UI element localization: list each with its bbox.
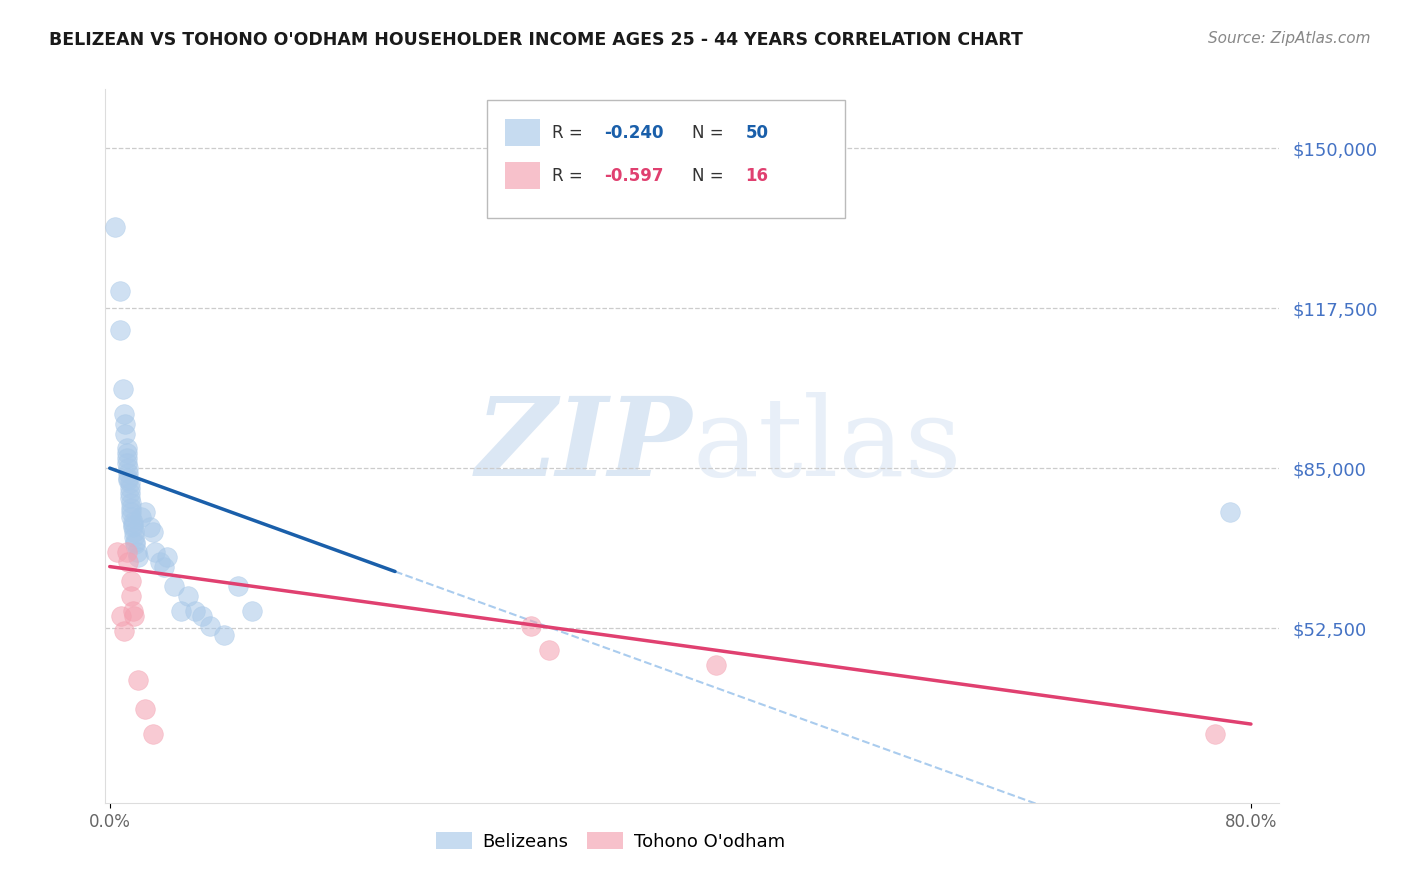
Bar [505, 120, 540, 146]
Point [129, 510, 152, 524]
Point [141, 525, 163, 540]
Point [114, 426, 136, 441]
Text: 50: 50 [745, 124, 768, 142]
Legend: Belizeans, Tohono O'odham: Belizeans, Tohono O'odham [429, 825, 792, 858]
Point [121, 604, 143, 618]
Point [1204, 727, 1226, 741]
Text: N =: N = [692, 124, 730, 142]
Point [117, 466, 139, 480]
Point [104, 219, 127, 234]
Point [177, 589, 200, 603]
Point [115, 451, 138, 466]
Point [153, 559, 176, 574]
Point [184, 604, 207, 618]
Point [191, 608, 214, 623]
Text: -0.240: -0.240 [605, 124, 664, 142]
Point [198, 618, 221, 632]
Point [108, 323, 131, 337]
Point [170, 604, 193, 618]
Point [127, 549, 149, 564]
Text: Source: ZipAtlas.com: Source: ZipAtlas.com [1208, 31, 1371, 46]
Point [121, 520, 143, 534]
Point [127, 673, 149, 687]
Point [704, 658, 727, 673]
Point [120, 574, 142, 589]
Point [117, 555, 139, 569]
Point [122, 530, 145, 544]
Point [120, 500, 142, 515]
Point [121, 517, 143, 532]
Point [149, 555, 172, 569]
Point [118, 491, 141, 505]
Point [115, 545, 138, 559]
Point [145, 545, 167, 559]
Point [519, 618, 541, 632]
Point [163, 579, 186, 593]
Text: ZIP: ZIP [475, 392, 692, 500]
Point [115, 446, 138, 460]
FancyBboxPatch shape [486, 100, 845, 218]
Point [124, 535, 146, 549]
Point [242, 604, 264, 618]
Point [120, 505, 142, 519]
Point [120, 510, 142, 524]
Point [118, 481, 141, 495]
Point [118, 475, 141, 490]
Point [538, 643, 561, 657]
Point [121, 516, 143, 530]
Point [111, 383, 134, 397]
Bar [505, 162, 540, 189]
Point [115, 456, 138, 470]
Point [134, 505, 156, 519]
Point [124, 537, 146, 551]
Point [115, 442, 138, 456]
Point [105, 545, 128, 559]
Text: 16: 16 [745, 167, 768, 185]
Point [134, 702, 156, 716]
Point [110, 608, 132, 623]
Text: -0.597: -0.597 [605, 167, 664, 185]
Point [117, 461, 139, 475]
Point [117, 474, 139, 488]
Point [125, 545, 148, 559]
Point [118, 485, 141, 500]
Text: N =: N = [692, 167, 730, 185]
Point [112, 624, 135, 638]
Point [156, 549, 179, 564]
Point [114, 417, 136, 431]
Point [141, 727, 163, 741]
Text: atlas: atlas [692, 392, 962, 500]
Point [108, 284, 131, 298]
Text: BELIZEAN VS TOHONO O'ODHAM HOUSEHOLDER INCOME AGES 25 - 44 YEARS CORRELATION CHA: BELIZEAN VS TOHONO O'ODHAM HOUSEHOLDER I… [49, 31, 1024, 49]
Point [212, 628, 235, 642]
Text: R =: R = [551, 167, 588, 185]
Point [138, 520, 160, 534]
Point [120, 495, 142, 509]
Point [117, 471, 139, 485]
Point [112, 407, 135, 421]
Point [122, 608, 145, 623]
Point [1218, 505, 1240, 519]
Text: R =: R = [551, 124, 588, 142]
Point [122, 525, 145, 540]
Point [226, 579, 249, 593]
Point [120, 589, 142, 603]
